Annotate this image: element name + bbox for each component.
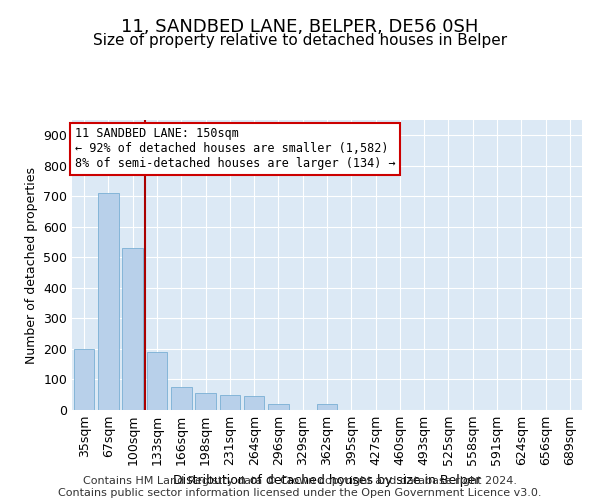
Bar xyxy=(171,387,191,410)
Text: Size of property relative to detached houses in Belper: Size of property relative to detached ho… xyxy=(93,32,507,48)
Bar xyxy=(146,352,167,410)
X-axis label: Distribution of detached houses by size in Belper: Distribution of detached houses by size … xyxy=(173,474,481,487)
Text: 11 SANDBED LANE: 150sqm
← 92% of detached houses are smaller (1,582)
8% of semi-: 11 SANDBED LANE: 150sqm ← 92% of detache… xyxy=(74,127,395,170)
Text: Contains HM Land Registry data © Crown copyright and database right 2024.
Contai: Contains HM Land Registry data © Crown c… xyxy=(58,476,542,498)
Bar xyxy=(244,396,265,410)
Bar xyxy=(98,194,119,410)
Bar xyxy=(195,393,216,410)
Bar xyxy=(220,394,240,410)
Bar xyxy=(317,404,337,410)
Bar xyxy=(74,349,94,410)
Text: 11, SANDBED LANE, BELPER, DE56 0SH: 11, SANDBED LANE, BELPER, DE56 0SH xyxy=(121,18,479,36)
Bar xyxy=(268,404,289,410)
Y-axis label: Number of detached properties: Number of detached properties xyxy=(25,166,38,364)
Bar xyxy=(122,248,143,410)
